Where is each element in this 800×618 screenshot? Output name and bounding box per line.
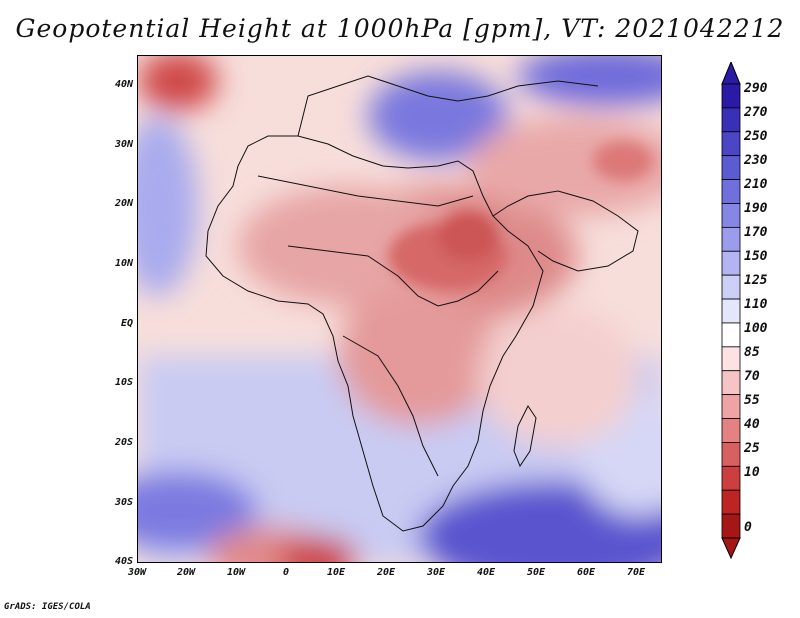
lat-tick-label: 30N (114, 139, 133, 150)
lon-tick-label: 10W (226, 567, 246, 578)
colorbar-label: 110 (744, 297, 768, 312)
lon-tick-label: 30E (426, 567, 446, 578)
colorbar-label: 85 (744, 345, 760, 360)
lon-tick-label: 20W (176, 567, 196, 578)
map-plot-area (137, 55, 662, 563)
lon-tick-label: 50E (526, 567, 546, 578)
colorbar-label: 0 (744, 520, 752, 535)
lat-tick-label: EQ (120, 318, 133, 329)
lat-tick-label: 20S (114, 437, 133, 448)
colorbar-swatch (721, 346, 741, 372)
colorbar-label: 125 (744, 273, 768, 288)
colorbar-label: 70 (744, 369, 760, 384)
lon-tick-label: 30W (127, 567, 147, 578)
lat-tick-label: 10N (114, 258, 133, 269)
lon-tick-label: 0 (282, 567, 290, 578)
colorbar-swatch (721, 489, 741, 515)
footer-credit: GrADS: IGES/COLA (4, 602, 91, 612)
colorbar-swatch (721, 226, 741, 252)
colorbar-swatch (721, 274, 741, 300)
colorbar-label: 230 (744, 153, 768, 168)
lat-tick-label: 10S (114, 377, 133, 388)
colorbar-label: 25 (744, 441, 760, 456)
colorbar-label: 55 (744, 393, 760, 408)
colorbar-swatch (721, 83, 741, 109)
colorbar-swatch (721, 513, 741, 539)
colorbar-swatch (721, 442, 741, 467)
colorbar (721, 62, 741, 560)
colorbar-swatch (721, 465, 741, 491)
colorbar-label: 10 (744, 465, 760, 480)
lat-tick-label: 30S (114, 497, 133, 508)
colorbar-label: 150 (744, 249, 768, 264)
chart-title: Geopotential Height at 1000hPa [gpm], VT… (15, 14, 785, 43)
colorbar-swatch (721, 179, 741, 204)
colorbar-swatch (721, 107, 741, 133)
colorbar-swatch (721, 155, 741, 180)
colorbar-swatch (721, 298, 741, 324)
colorbar-swatch (721, 418, 741, 443)
colorbar-swatch (721, 203, 741, 228)
geopotential-field-map (138, 56, 661, 562)
lon-tick-label: 70E (626, 567, 646, 578)
lat-tick-label: 20N (114, 198, 133, 209)
lon-tick-label: 10E (326, 567, 346, 578)
colorbar-label: 190 (744, 201, 768, 216)
colorbar-bottom-arrow (721, 537, 741, 560)
lat-tick-label: 40S (114, 556, 133, 567)
colorbar-swatch (721, 394, 741, 419)
colorbar-label: 270 (744, 105, 768, 120)
colorbar-label: 290 (744, 81, 768, 96)
colorbar-label: 210 (744, 177, 768, 192)
colorbar-label: 100 (744, 321, 768, 336)
colorbar-label: 40 (744, 417, 760, 432)
colorbar-label: 170 (744, 225, 768, 240)
lon-tick-label: 60E (576, 567, 596, 578)
colorbar-swatch (721, 131, 741, 157)
lon-tick-label: 20E (376, 567, 396, 578)
colorbar-label: 250 (744, 129, 768, 144)
lon-tick-label: 40E (476, 567, 496, 578)
colorbar-swatch (721, 322, 741, 348)
colorbar-swatch (721, 370, 741, 396)
colorbar-top-arrow (721, 62, 741, 85)
colorbar-swatch (721, 250, 741, 276)
lat-tick-label: 40N (114, 79, 133, 90)
